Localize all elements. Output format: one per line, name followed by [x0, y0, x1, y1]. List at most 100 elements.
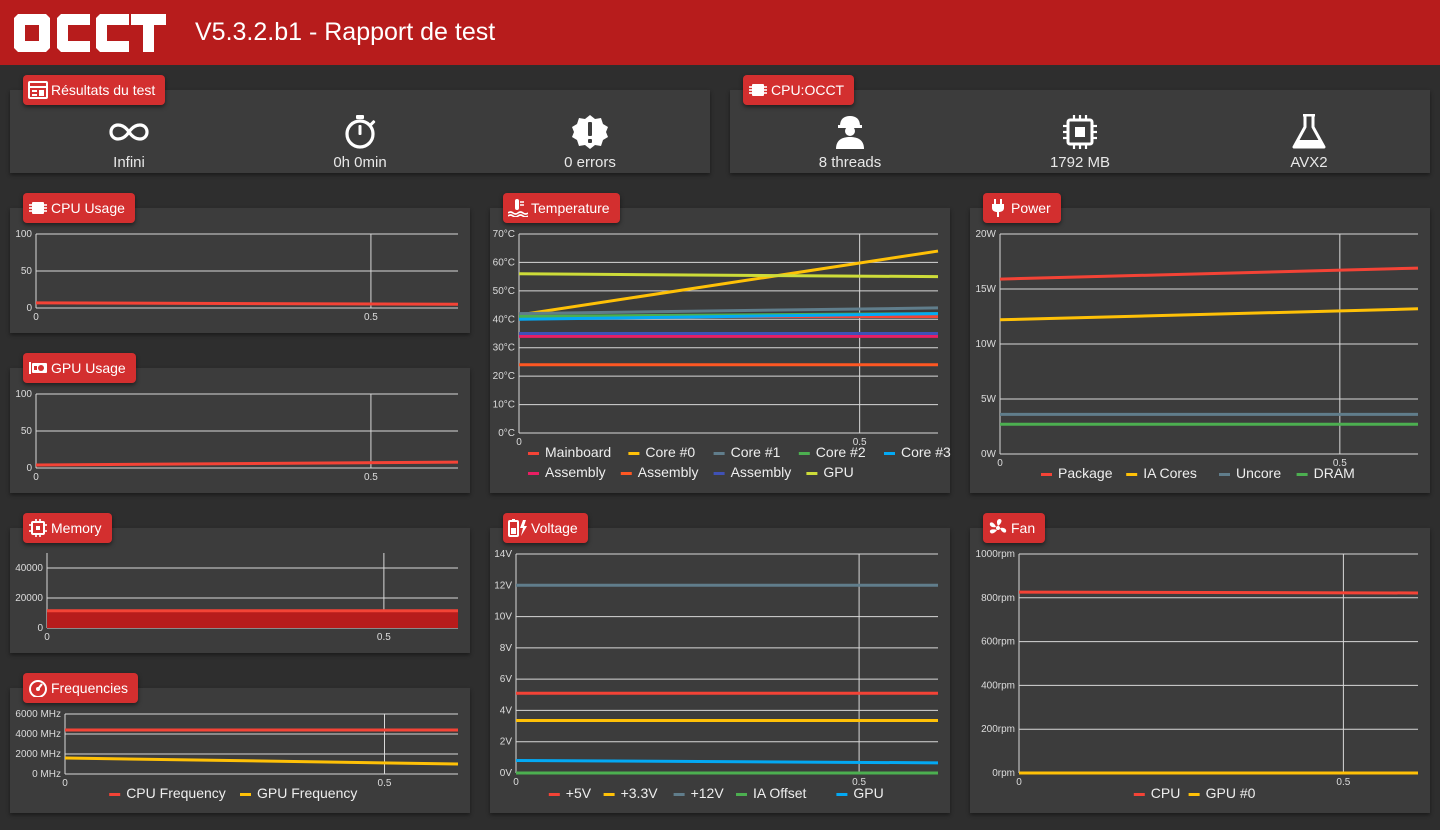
y-tick-label: 800rpm: [981, 593, 1015, 604]
legend-swatch: [884, 452, 895, 455]
page-title: V5.3.2.b1 - Rapport de test: [195, 18, 496, 46]
legend-swatch: [603, 793, 615, 796]
frequencies-title-text: Frequencies: [51, 680, 129, 696]
frequencies-panel: 6000 MHz 4000 MHz 2000 MHz 0 MHz 0 0.5 CPU Fre…: [10, 688, 470, 813]
legend-label: +12V: [691, 785, 725, 801]
power-panel: 20W 15W 10W 5W 0W 0 0.5 Package IA Cores Uncore DR…: [970, 208, 1430, 493]
legend-label: +3.3V: [621, 785, 659, 801]
frequencies-title: Frequencies: [23, 673, 139, 703]
y-tick-label: 30°C: [493, 343, 515, 354]
x-tick-label: 0.5: [364, 312, 378, 323]
y-tick-label: 50: [21, 426, 33, 437]
threads-value: 8 threads: [818, 154, 882, 171]
app-header: V5.3.2.b1 - Rapport de test: [0, 0, 1440, 65]
legend-label: CPU Frequency: [126, 785, 226, 801]
memory-title: Memory: [23, 513, 112, 543]
y-tick-label: 20W: [975, 229, 996, 240]
y-tick-label: 8V: [500, 643, 513, 654]
errors-item: 0 errors: [480, 114, 700, 171]
infinity-icon: [109, 123, 149, 141]
y-tick-label: 0: [26, 463, 32, 474]
series-area: [47, 610, 458, 628]
legend-swatch: [713, 472, 725, 475]
y-tick-label: 0: [26, 303, 32, 314]
series-line-0: [35, 460, 459, 467]
y-tick-label: 0: [37, 623, 43, 634]
legend-label: Core #2: [816, 444, 866, 460]
y-tick-label: 20000: [15, 593, 43, 604]
fan-title: Fan: [983, 513, 1046, 543]
y-tick-label: 200rpm: [981, 724, 1015, 735]
y-tick-label: 4V: [500, 705, 513, 716]
temperature-panel: 70°C 60°C 50°C 40°C 30°C 20°C 10°C 0°C 0 0.5 Mainb…: [490, 208, 951, 493]
legend-label: GPU: [853, 785, 883, 801]
y-tick-label: 40000: [15, 563, 43, 574]
series-line-1: [64, 756, 459, 766]
legend-label: DRAM: [1314, 465, 1355, 481]
series-line-1: [518, 249, 939, 317]
series-line-0: [35, 301, 459, 306]
y-tick-label: 100: [15, 229, 32, 240]
power-plug-icon: [992, 199, 1004, 217]
legend-label: GPU Frequency: [257, 785, 357, 801]
legend-swatch: [836, 793, 848, 796]
y-tick-label: 10W: [975, 339, 996, 350]
series-line-0: [999, 266, 1419, 281]
legend-swatch: [673, 793, 685, 796]
memory-size-value: 1792 MB: [1049, 154, 1111, 171]
x-tick-label: 0.5: [378, 778, 392, 789]
results-card-title-text: Résultats du test: [51, 82, 156, 98]
y-tick-label: 400rpm: [981, 680, 1015, 691]
gpu-usage-panel: 100 50 0 0 0.5: [10, 368, 470, 493]
cpu-usage-title-text: CPU Usage: [51, 200, 125, 216]
legend-swatch: [1219, 473, 1230, 476]
x-tick-label: 0.5: [1336, 777, 1350, 788]
threads-item: 8 threads: [740, 114, 960, 171]
legend-label: IA Offset: [753, 785, 807, 801]
flask-icon: [1292, 114, 1326, 149]
memory-chart: 40000 20000 00 0.5: [15, 553, 458, 643]
cpu-usage-title: CPU Usage: [23, 193, 135, 223]
cpu-usage-chart: 100 50 00 0.5: [15, 229, 459, 323]
x-tick-label: 0.5: [1333, 458, 1347, 469]
y-tick-label: 0V: [500, 768, 513, 779]
duration-item: Infini: [19, 114, 239, 171]
instruction-set-value: AVX2: [1290, 154, 1328, 171]
cpu-card-title: CPU:OCCT: [743, 75, 855, 105]
y-tick-label: 50: [21, 266, 33, 277]
series-line-2: [518, 306, 939, 316]
y-tick-label: 1000rpm: [976, 549, 1015, 560]
legend-swatch: [628, 452, 640, 455]
y-tick-label: 6000 MHz: [15, 709, 61, 720]
x-tick-label: 0: [33, 472, 39, 483]
elapsed-value: 0h 0min: [333, 154, 387, 171]
x-tick-label: 0.5: [377, 632, 391, 643]
y-tick-label: 12V: [494, 580, 512, 591]
y-tick-label: 0W: [981, 449, 997, 460]
x-tick-label: 0: [33, 312, 39, 323]
legend-label: Assembly: [545, 464, 606, 480]
legend-swatch: [528, 472, 539, 475]
legend-label: +5V: [566, 785, 592, 801]
gpu-usage-title: GPU Usage: [23, 353, 136, 383]
duration-value: Infini: [113, 154, 145, 171]
legend-swatch: [528, 452, 539, 455]
y-tick-label: 70°C: [493, 229, 515, 240]
temperature-title: Temperature: [503, 193, 620, 223]
memory-panel: 40000 20000 0 0 0.5: [10, 528, 470, 653]
y-tick-label: 10V: [494, 612, 512, 623]
fan-panel: 1000rpm 800rpm 600rpm 400rpm 200rpm 0rpm 0 0.5 C…: [970, 528, 1430, 813]
elapsed-item: 0h 0min: [250, 114, 470, 171]
cpu-icon: [749, 84, 767, 96]
legend-label: Core #1: [731, 444, 781, 460]
gpu-usage-chart: 100 50 00 0.5: [15, 389, 459, 483]
gpu-usage-title-text: GPU Usage: [51, 360, 126, 376]
series-line-1: [999, 307, 1419, 322]
series-line-4: [518, 312, 939, 321]
legend-swatch: [1126, 473, 1138, 476]
thermometer-icon: [508, 199, 528, 217]
power-title-text: Power: [1011, 200, 1051, 216]
legend-label: Mainboard: [545, 444, 611, 460]
chip-icon: [1063, 115, 1097, 149]
memory-chip-icon: [29, 519, 47, 537]
